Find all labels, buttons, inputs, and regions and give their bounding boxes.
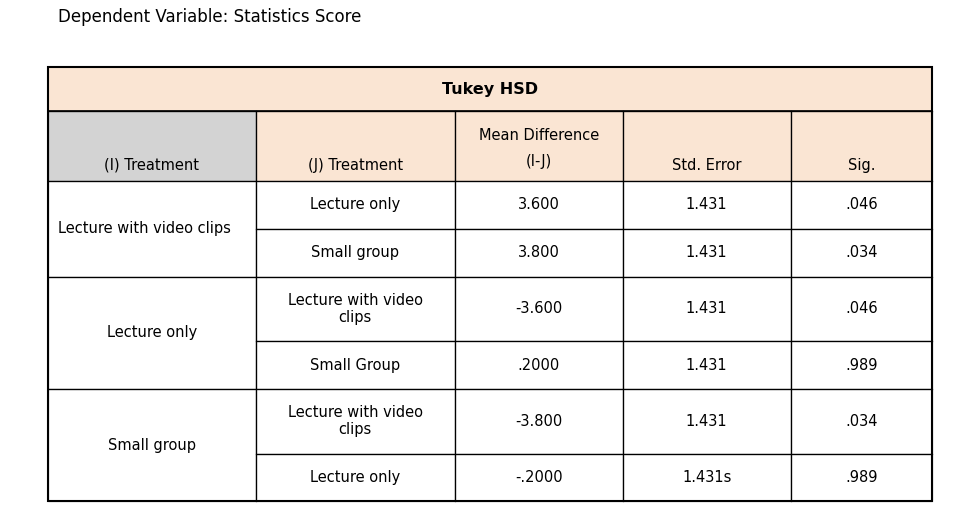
Bar: [623, 180, 791, 229]
Bar: [455, 453, 623, 501]
Text: .046: .046: [845, 301, 877, 316]
Text: Lecture only: Lecture only: [310, 197, 401, 212]
Text: 1.431: 1.431: [686, 414, 727, 429]
Bar: [791, 229, 932, 277]
Text: Lecture with video
clips: Lecture with video clips: [287, 293, 423, 325]
Bar: [455, 111, 623, 180]
Text: Sig.: Sig.: [848, 158, 875, 173]
Bar: [791, 111, 932, 180]
Bar: [455, 180, 623, 229]
Text: -3.800: -3.800: [515, 414, 562, 429]
Text: Small group: Small group: [311, 245, 399, 260]
Text: -3.600: -3.600: [515, 301, 562, 316]
Bar: [623, 111, 791, 180]
Text: 1.431: 1.431: [686, 358, 727, 373]
Bar: [48, 277, 256, 389]
Text: .046: .046: [845, 197, 877, 212]
Text: (I-J): (I-J): [526, 154, 552, 169]
Text: .034: .034: [845, 414, 877, 429]
Bar: [256, 277, 455, 341]
Text: .989: .989: [845, 358, 877, 373]
Text: Mean Difference: Mean Difference: [479, 128, 599, 143]
Bar: [455, 341, 623, 389]
Text: Lecture with video clips: Lecture with video clips: [58, 221, 231, 236]
Text: Dependent Variable: Statistics Score: Dependent Variable: Statistics Score: [58, 8, 361, 26]
Bar: [256, 111, 455, 180]
Text: Lecture only: Lecture only: [107, 325, 197, 340]
Text: Small Group: Small Group: [310, 358, 401, 373]
Text: (I) Treatment: (I) Treatment: [105, 158, 200, 173]
Bar: [256, 229, 455, 277]
Bar: [791, 277, 932, 341]
Bar: [623, 277, 791, 341]
Bar: [791, 389, 932, 453]
Bar: [623, 341, 791, 389]
Text: Lecture with video
clips: Lecture with video clips: [287, 405, 423, 437]
Text: (J) Treatment: (J) Treatment: [308, 158, 403, 173]
Text: .2000: .2000: [518, 358, 560, 373]
Bar: [48, 67, 932, 501]
Bar: [455, 277, 623, 341]
Bar: [623, 453, 791, 501]
Bar: [623, 229, 791, 277]
Bar: [791, 341, 932, 389]
Text: Small group: Small group: [108, 438, 196, 453]
Bar: [623, 389, 791, 453]
Bar: [48, 111, 256, 180]
Text: Tukey HSD: Tukey HSD: [442, 82, 538, 97]
Bar: [455, 229, 623, 277]
Bar: [48, 389, 256, 501]
Bar: [48, 67, 932, 111]
Text: 1.431: 1.431: [686, 197, 727, 212]
Text: .034: .034: [845, 245, 877, 260]
Bar: [48, 180, 256, 277]
Text: .989: .989: [845, 470, 877, 485]
Bar: [791, 180, 932, 229]
Bar: [256, 453, 455, 501]
Bar: [256, 389, 455, 453]
Bar: [791, 453, 932, 501]
Bar: [455, 389, 623, 453]
Text: 1.431: 1.431: [686, 301, 727, 316]
Text: 3.600: 3.600: [518, 197, 559, 212]
Text: 3.800: 3.800: [518, 245, 559, 260]
Bar: [256, 341, 455, 389]
Text: 1.431: 1.431: [686, 245, 727, 260]
Bar: [256, 180, 455, 229]
Text: -.2000: -.2000: [515, 470, 562, 485]
Text: Std. Error: Std. Error: [672, 158, 742, 173]
Text: Lecture only: Lecture only: [310, 470, 401, 485]
Text: 1.431s: 1.431s: [682, 470, 731, 485]
